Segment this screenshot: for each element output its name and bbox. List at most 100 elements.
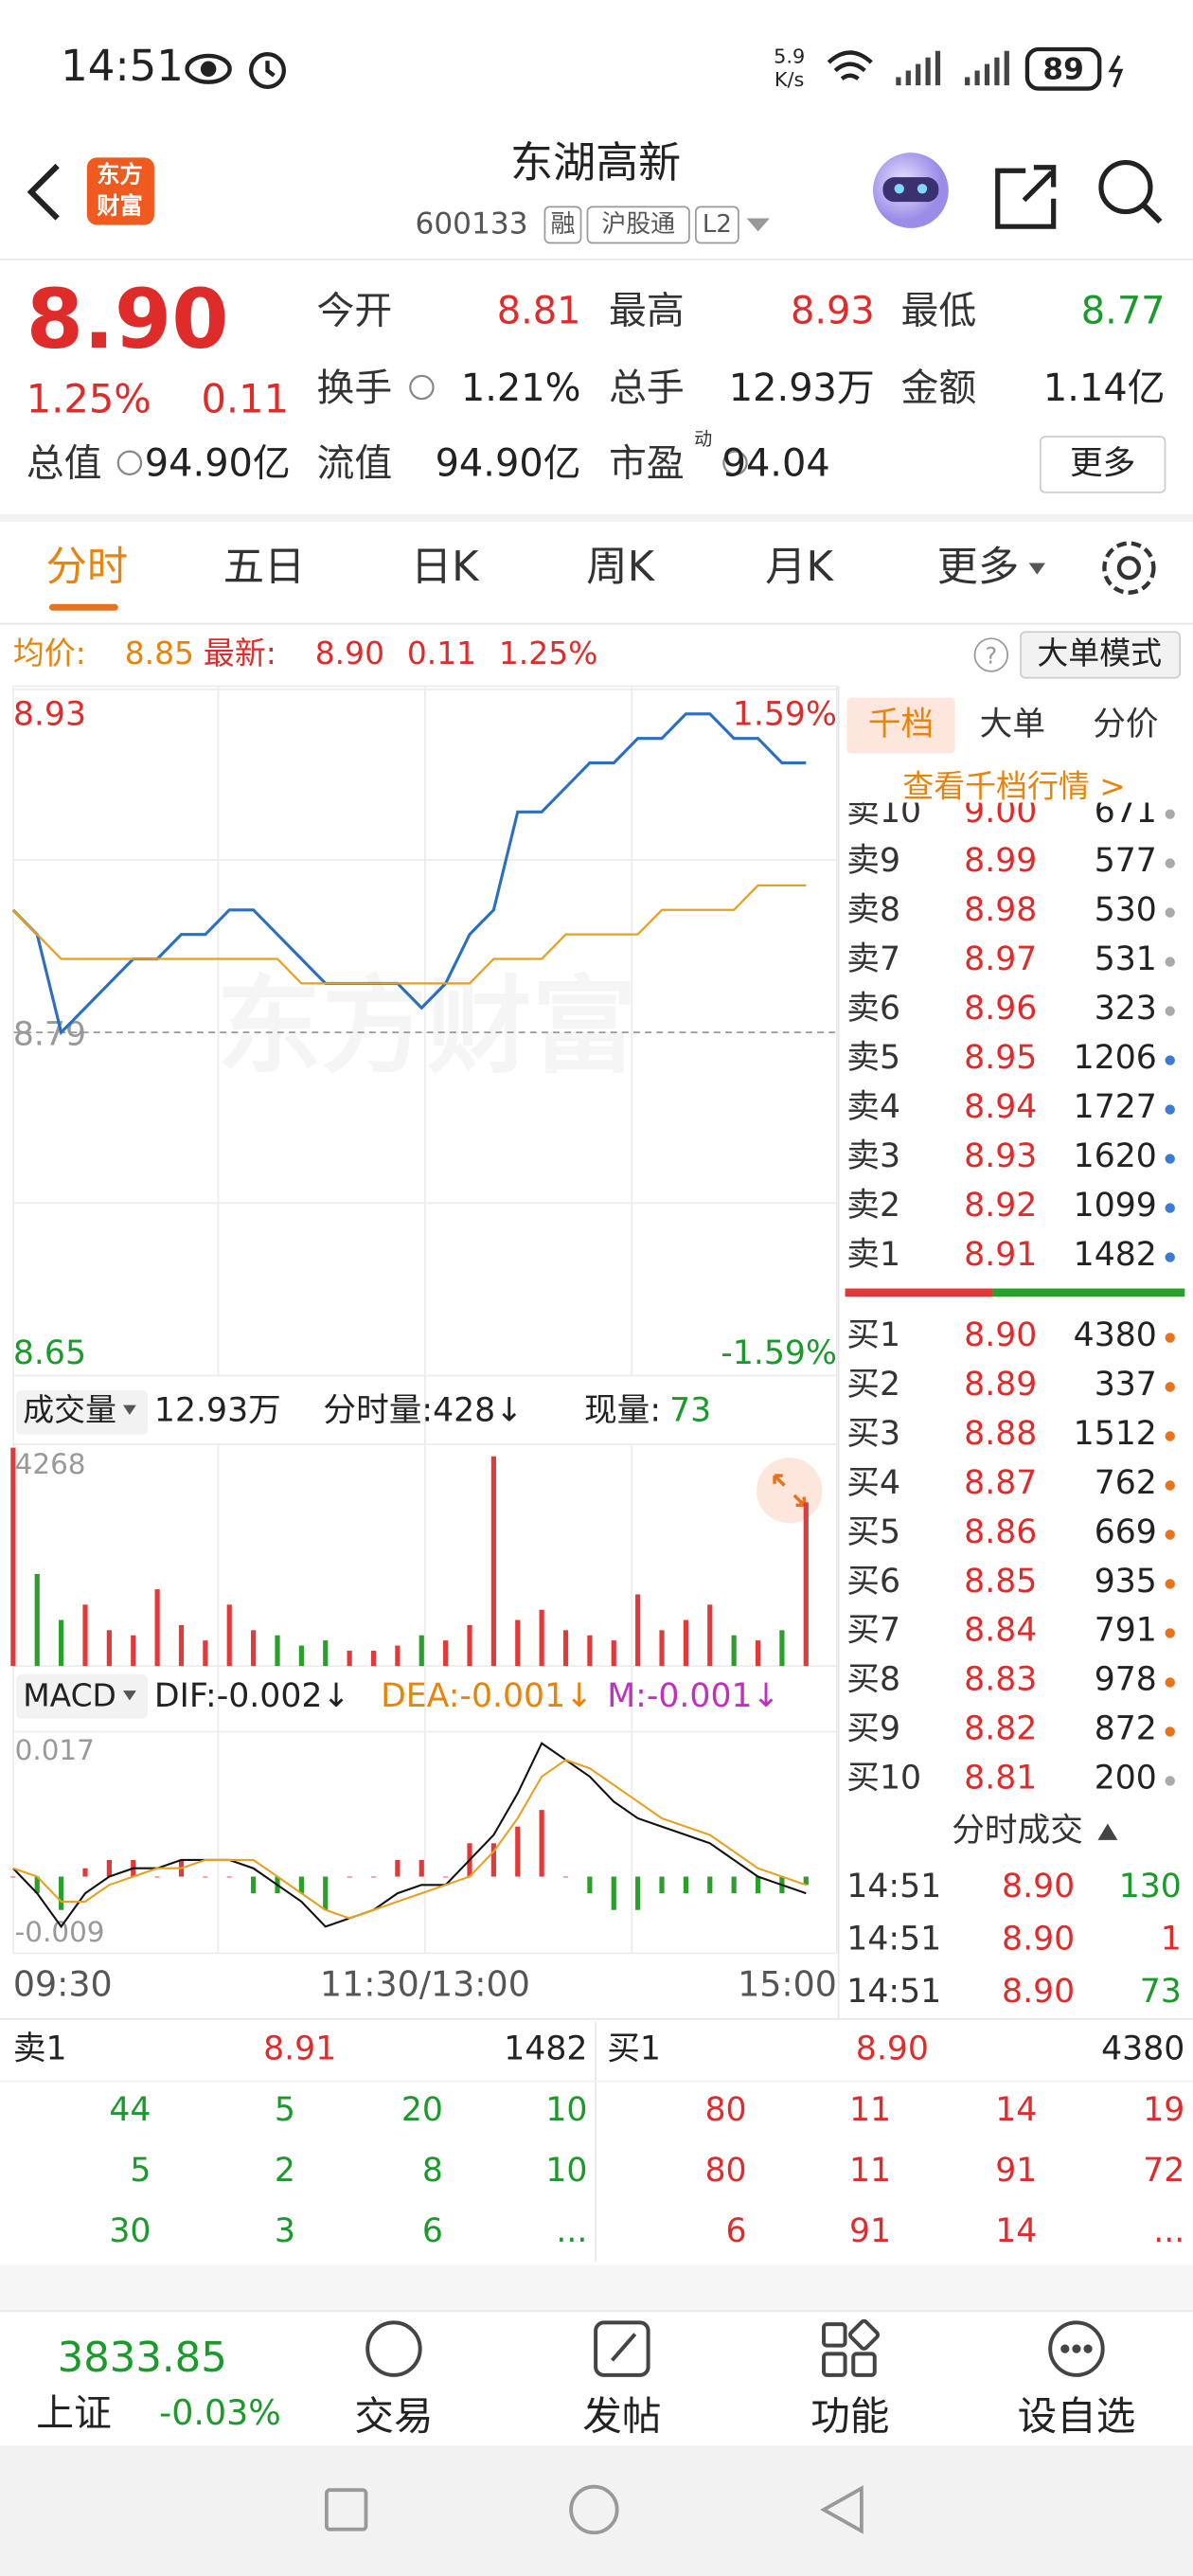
macd-label[interactable]: MACD: [23, 1677, 116, 1714]
macd-bar: [562, 1876, 569, 1878]
tab[interactable]: 日K: [411, 544, 480, 591]
volume-bar: [298, 1645, 304, 1667]
book-dot: [1165, 1333, 1175, 1343]
expand-icon[interactable]: [756, 1458, 823, 1524]
queue-cell: ...: [556, 2212, 587, 2250]
book-price: 8.90: [964, 1316, 1037, 1354]
tag: [543, 206, 582, 244]
mode-label[interactable]: 大单模式: [1037, 635, 1162, 671]
book-price: 8.93: [964, 1137, 1037, 1175]
trade-price: 8.90: [1002, 1973, 1075, 2011]
book-link[interactable]: 查看千档行情 >: [902, 767, 1125, 804]
field-value: 8.81: [497, 290, 581, 333]
net-speed-unit: K/s: [775, 68, 804, 91]
book-label: 买6: [846, 1563, 900, 1601]
volume-bar: [490, 1456, 496, 1667]
latest-label: 最新:: [204, 635, 276, 671]
volume-bar: [659, 1630, 665, 1667]
tab[interactable]: 周K: [586, 544, 655, 591]
volume-bar: [82, 1604, 88, 1667]
field-label: 金额: [900, 367, 976, 410]
queue-cell: 6: [422, 2212, 443, 2250]
tag-label: 沪股通: [601, 210, 675, 239]
macd-bar: [587, 1876, 593, 1894]
macd-bar: [611, 1876, 616, 1910]
back-button[interactable]: [27, 163, 60, 221]
queue-volume: 1482: [504, 2030, 587, 2068]
book-dot: [1165, 1203, 1175, 1213]
book-tab[interactable]: 千档: [868, 706, 934, 743]
volume-bar: [323, 1640, 329, 1667]
queue-cell: 10: [545, 2091, 587, 2129]
trade-time: 14:51: [846, 1973, 941, 2011]
book-label: 买5: [846, 1513, 900, 1551]
more-button-label[interactable]: 更多: [1070, 444, 1135, 482]
nav-icons[interactable]: [365, 2318, 1105, 2377]
queue-cell: 19: [1143, 2091, 1184, 2129]
macd-bar: [539, 1810, 544, 1877]
ask-rows: 卖10 9.00 671 卖9 8.99 577 卖8 8.98 530 卖7 8.97 531 卖6 8…: [846, 803, 1175, 1274]
y-tick-label: 8.65: [13, 1334, 86, 1372]
more-button[interactable]: [1039, 436, 1166, 493]
x-tick-label: 15:00: [738, 1964, 837, 2005]
tag: [586, 206, 690, 244]
nav-label[interactable]: 功能: [810, 2393, 889, 2440]
book-tab[interactable]: 大单: [980, 706, 1045, 743]
book-price: 8.81: [964, 1760, 1037, 1798]
settings-icon[interactable]: [1102, 541, 1156, 595]
book-price: 8.94: [964, 1088, 1037, 1126]
book-label: 卖2: [846, 1187, 900, 1225]
book-tab[interactable]: 分价: [1093, 706, 1158, 743]
book-price: 8.85: [964, 1563, 1037, 1601]
book-label: 买9: [846, 1710, 900, 1748]
queue-cell: ...: [1153, 2212, 1184, 2250]
queue-label: 买1: [607, 2030, 661, 2068]
mode-button[interactable]: [1020, 631, 1182, 679]
dropdown-arrow: [122, 1404, 136, 1415]
book-label: 卖7: [846, 940, 900, 978]
book-dot: [1165, 1104, 1175, 1115]
volume-bar: [59, 1619, 64, 1667]
nav-label[interactable]: 发帖: [582, 2393, 661, 2440]
queue-cell: 14: [995, 2091, 1037, 2129]
book-label: 买4: [846, 1464, 900, 1502]
volume-select[interactable]: [16, 1389, 148, 1435]
book-label: 买3: [846, 1415, 900, 1453]
book-volume: 762: [1095, 1464, 1157, 1502]
macd-bar: [370, 1876, 377, 1878]
book-volume: 669: [1095, 1513, 1157, 1551]
queue-cell: 3: [275, 2212, 295, 2250]
queue-price: 8.91: [263, 2030, 336, 2068]
volume-label[interactable]: 成交量: [23, 1391, 116, 1428]
app-logo: [86, 157, 154, 225]
macd-m: M:-0.001↓: [607, 1677, 779, 1715]
book-dot: [1165, 1579, 1175, 1589]
pct-label: -1.59%: [721, 1334, 837, 1372]
nav-label[interactable]: 交易: [354, 2393, 433, 2440]
field-label: 换手: [316, 367, 392, 410]
field-label: 流值: [316, 442, 392, 486]
field-value: 1.14亿: [1043, 367, 1166, 410]
tab[interactable]: 月K: [765, 544, 834, 591]
header-icons[interactable]: [873, 152, 1163, 229]
volume-bar: [515, 1619, 521, 1667]
macd-select[interactable]: [16, 1673, 148, 1719]
field-label: 最低: [900, 290, 976, 333]
clock: 14:51: [61, 41, 184, 91]
tab[interactable]: 分时: [46, 544, 129, 591]
tab[interactable]: 五日: [223, 544, 306, 591]
logo-text: 东方: [97, 160, 143, 188]
system-buttons[interactable]: [324, 2484, 864, 2535]
macd-bar: [10, 1876, 16, 1878]
book-volume: 1482: [1074, 1236, 1157, 1274]
field-label: 总值: [27, 442, 102, 486]
help-icon[interactable]: [973, 637, 1009, 672]
tab[interactable]: 更多: [937, 544, 1020, 591]
book-dot: [1165, 1628, 1175, 1638]
book-label: 卖5: [846, 1039, 900, 1077]
book-volume: 1206: [1074, 1039, 1157, 1077]
y-tick-label: 0.017: [15, 1734, 95, 1766]
book-label: 买8: [846, 1661, 900, 1699]
info-icons: [116, 374, 748, 476]
nav-label[interactable]: 设自选: [1018, 2393, 1136, 2440]
